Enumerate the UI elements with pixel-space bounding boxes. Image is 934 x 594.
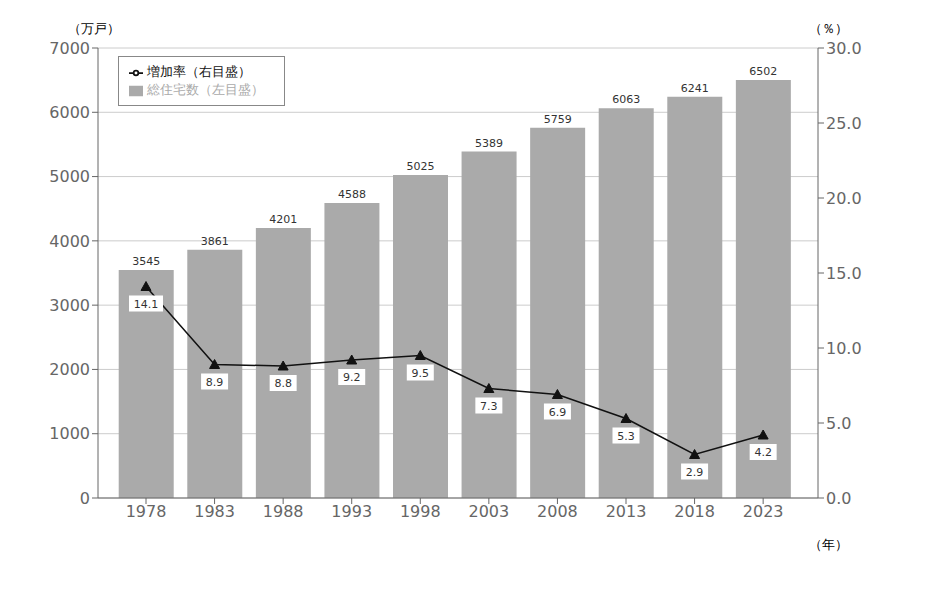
svg-text:0.0: 0.0 [826, 489, 851, 508]
svg-text:5389: 5389 [475, 137, 503, 150]
svg-text:0: 0 [80, 489, 90, 508]
svg-text:5759: 5759 [544, 113, 572, 126]
svg-text:5000: 5000 [49, 167, 90, 186]
svg-text:25.0: 25.0 [826, 114, 862, 133]
svg-text:2003: 2003 [468, 502, 509, 521]
svg-text:1988: 1988 [263, 502, 304, 521]
svg-text:5.3: 5.3 [617, 430, 635, 443]
svg-text:6063: 6063 [612, 93, 640, 106]
svg-text:8.9: 8.9 [206, 376, 224, 389]
svg-text:4000: 4000 [49, 232, 90, 251]
svg-text:1998: 1998 [400, 502, 441, 521]
svg-text:2000: 2000 [49, 360, 90, 379]
svg-text:10.0: 10.0 [826, 339, 862, 358]
svg-text:6.9: 6.9 [549, 406, 567, 419]
svg-text:2018: 2018 [674, 502, 715, 521]
svg-text:4.2: 4.2 [754, 446, 772, 459]
html-text:増加率（右目盛）: 増加率（右目盛） [147, 64, 251, 79]
svg-text:1000: 1000 [49, 424, 90, 443]
svg-text:5025: 5025 [407, 160, 435, 173]
svg-text:15.0: 15.0 [826, 264, 862, 283]
svg-text:1983: 1983 [194, 502, 235, 521]
html-text:（年）: （年） [809, 537, 848, 552]
svg-text:1993: 1993 [331, 502, 372, 521]
html-text:（万戸）: （万戸） [68, 21, 120, 36]
svg-text:9.2: 9.2 [343, 371, 361, 384]
svg-text:6502: 6502 [749, 65, 777, 78]
svg-text:2023: 2023 [743, 502, 784, 521]
svg-text:30.0: 30.0 [826, 39, 862, 58]
svg-text:2.9: 2.9 [686, 466, 704, 479]
svg-text:3545: 3545 [132, 255, 160, 268]
html-text:総住宅数（左目盛）: 総住宅数（左目盛） [147, 82, 264, 97]
svg-text:14.1: 14.1 [134, 298, 159, 311]
svg-text:1978: 1978 [126, 502, 167, 521]
svg-text:7.3: 7.3 [480, 400, 498, 413]
svg-text:7000: 7000 [49, 39, 90, 58]
svg-text:2008: 2008 [537, 502, 578, 521]
svg-text:3861: 3861 [201, 235, 229, 248]
svg-text:6241: 6241 [681, 82, 709, 95]
svg-text:4588: 4588 [338, 188, 366, 201]
svg-text:2013: 2013 [606, 502, 647, 521]
svg-text:5.0: 5.0 [826, 414, 851, 433]
svg-text:9.5: 9.5 [412, 367, 430, 380]
svg-text:3000: 3000 [49, 296, 90, 315]
svg-text:6000: 6000 [49, 103, 90, 122]
svg-text:8.8: 8.8 [274, 377, 292, 390]
svg-text:4201: 4201 [269, 213, 297, 226]
svg-text:20.0: 20.0 [826, 189, 862, 208]
